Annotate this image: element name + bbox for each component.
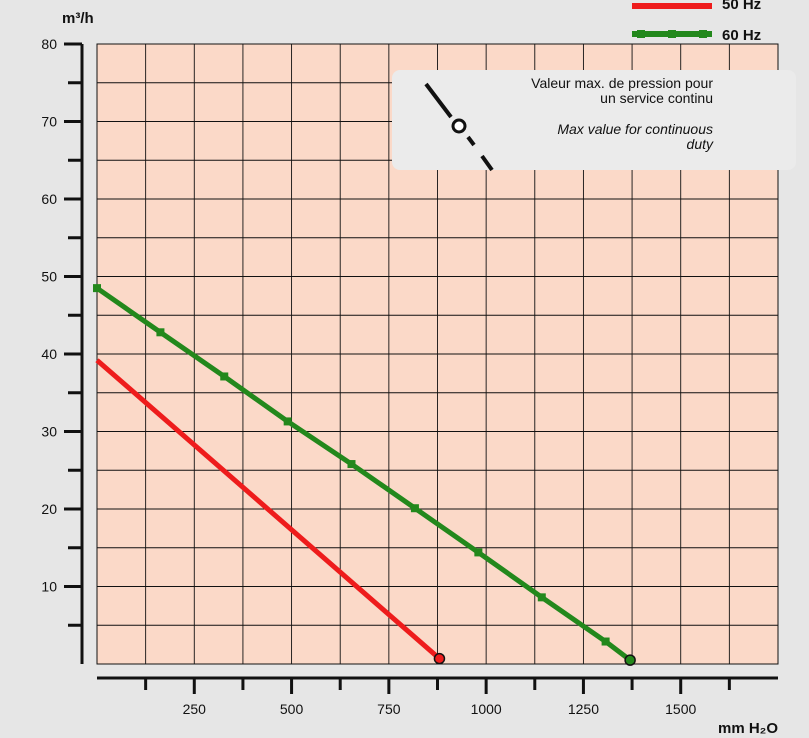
x-tick-label: 250 [183,701,207,717]
x-axis-label: mm H₂O [718,720,778,737]
series-marker-60hz [283,417,292,426]
y-axis-label: m³/h [62,10,94,27]
legend-label-60hz: 60 Hz [722,27,761,44]
y-tick-label: 60 [41,191,57,207]
series-marker-60hz [601,637,610,646]
y-tick-label: 30 [41,424,57,440]
y-tick-label: 40 [41,346,57,362]
x-tick-label: 750 [377,701,401,717]
series-layer [93,284,636,666]
plot-frame [96,43,779,665]
legend-label-50hz: 50 Hz [722,0,761,13]
y-ticks: 10 20 30 40 50 60 70 80 [41,36,82,627]
y-tick-label: 10 [41,579,57,595]
x-ticks: 250 500 750 1000 1250 1500 [144,678,731,717]
legend: 50 Hz 60 Hz [632,0,761,44]
y-tick-label: 50 [41,269,57,285]
series-marker-60hz [537,593,546,602]
annotation-text-fr: Valeur max. de pression pour un service … [453,76,713,106]
x-tick-label: 1500 [665,701,696,717]
annotation-fr-line2: un service continu [600,90,713,106]
series-marker-60hz [93,284,101,293]
x-tick-label: 500 [280,701,304,717]
annotation-fr-line1: Valeur max. de pression pour [531,75,713,91]
annotation-en-line1: Max value for continuous [557,121,713,137]
series-marker-60hz [410,504,419,513]
series-endpoint-60hz [624,654,636,666]
series-marker-60hz [220,372,229,381]
series-marker-60hz [347,460,356,469]
annotation-en-line2: duty [686,136,713,152]
series-line-50hz [95,358,442,661]
y-tick-label: 80 [41,36,57,52]
series-marker-60hz [474,548,483,557]
x-tick-label: 1000 [471,701,502,717]
x-tick-label: 1250 [568,701,599,717]
series-marker-60hz [156,328,165,337]
y-tick-label: 20 [41,501,57,517]
annotation-text-en: Max value for continuous duty [453,122,713,152]
series-line-60hz [95,286,632,663]
legend-swatch-60hz [632,30,712,38]
series-endpoint-50hz [433,652,446,665]
y-tick-label: 70 [41,114,57,130]
